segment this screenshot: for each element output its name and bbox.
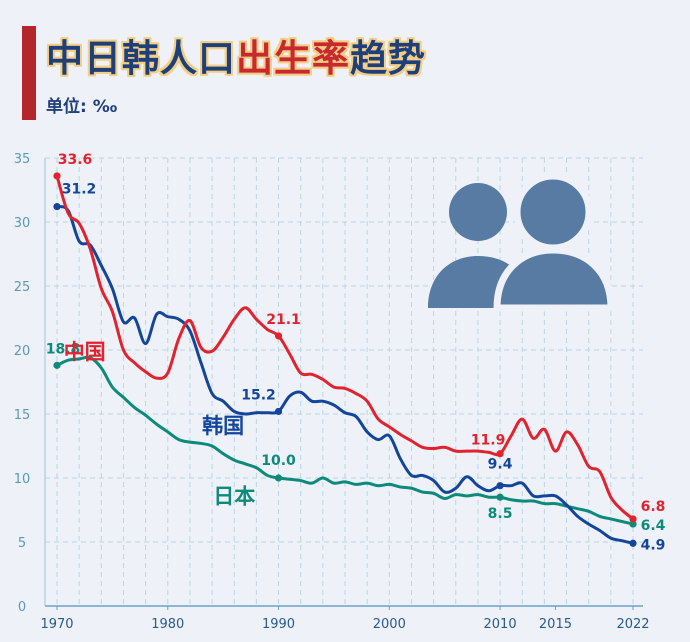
data-point-china: [629, 515, 637, 523]
x-tick-label: 1970: [40, 617, 73, 632]
data-label-japan: 8.5: [488, 506, 513, 522]
data-point-japan: [274, 474, 283, 482]
x-tick-label: 2015: [539, 617, 572, 632]
series-label-korea: 韩国: [202, 414, 244, 438]
data-point-china: [53, 172, 61, 180]
data-label-japan: 10.0: [261, 453, 296, 469]
series-label-china: 中国: [64, 340, 106, 364]
chart-title: 中日韩人口出生率趋势: [46, 28, 426, 82]
title-accent-bar: [22, 26, 36, 120]
x-tick-label: 2000: [373, 617, 406, 632]
y-tick-label: 25: [14, 280, 31, 295]
data-label-korea: 31.2: [62, 182, 97, 198]
data-point-china: [274, 332, 283, 340]
data-label-japan: 6.4: [641, 518, 666, 534]
x-tick-label: 1990: [262, 617, 295, 632]
chart-axes: 0 5 10 15 20 25 30 35 1970 1980 1990 2000 2010 2015 20…: [14, 152, 650, 632]
x-tick-label: 1980: [151, 617, 184, 632]
people-icon: [428, 172, 615, 312]
data-label-china: 6.8: [641, 499, 666, 515]
title-part-2: 出生率: [236, 37, 350, 80]
series-line-japan: [55, 355, 635, 526]
series-layer: 18.8 10.0 8.5 6.4 日本 31.2 15.2 9.4 4.9 韩国 33.6 21.1…: [46, 152, 666, 553]
series-line-korea: [55, 205, 635, 545]
y-tick-label: 10: [14, 472, 31, 487]
y-tick-label: 35: [14, 152, 31, 167]
data-point-japan: [629, 520, 637, 528]
data-label-china: 21.1: [266, 312, 301, 328]
chart-grid: [45, 157, 643, 606]
title-part-1: 中日韩人口: [46, 37, 236, 80]
data-label-korea: 15.2: [241, 387, 276, 403]
data-point-japan: [53, 361, 61, 369]
data-label-china: 33.6: [58, 152, 93, 168]
unit-label: 单位: ‰: [46, 97, 118, 117]
data-point-korea: [629, 539, 637, 547]
data-label-korea: 4.9: [641, 537, 666, 553]
data-label-japan: 18.8: [46, 341, 81, 357]
data-point-korea: [274, 407, 283, 416]
x-tick-label: 2010: [484, 617, 517, 632]
data-label-korea: 9.4: [488, 457, 513, 473]
y-tick-label: 30: [14, 216, 31, 231]
title-part-3: 趋势: [350, 37, 426, 80]
y-tick-label: 20: [14, 344, 31, 359]
y-tick-label: 0: [18, 600, 26, 615]
series-line-china: [55, 174, 635, 521]
x-tick-label: 2022: [616, 617, 649, 632]
y-tick-label: 15: [14, 408, 31, 423]
data-point-korea: [53, 203, 61, 211]
y-tick-label: 5: [18, 536, 26, 551]
data-point-japan: [496, 493, 504, 501]
data-point-korea: [496, 482, 504, 490]
data-point-china: [496, 450, 504, 458]
data-label-china: 11.9: [471, 433, 506, 449]
series-label-japan: 日本: [213, 485, 255, 509]
